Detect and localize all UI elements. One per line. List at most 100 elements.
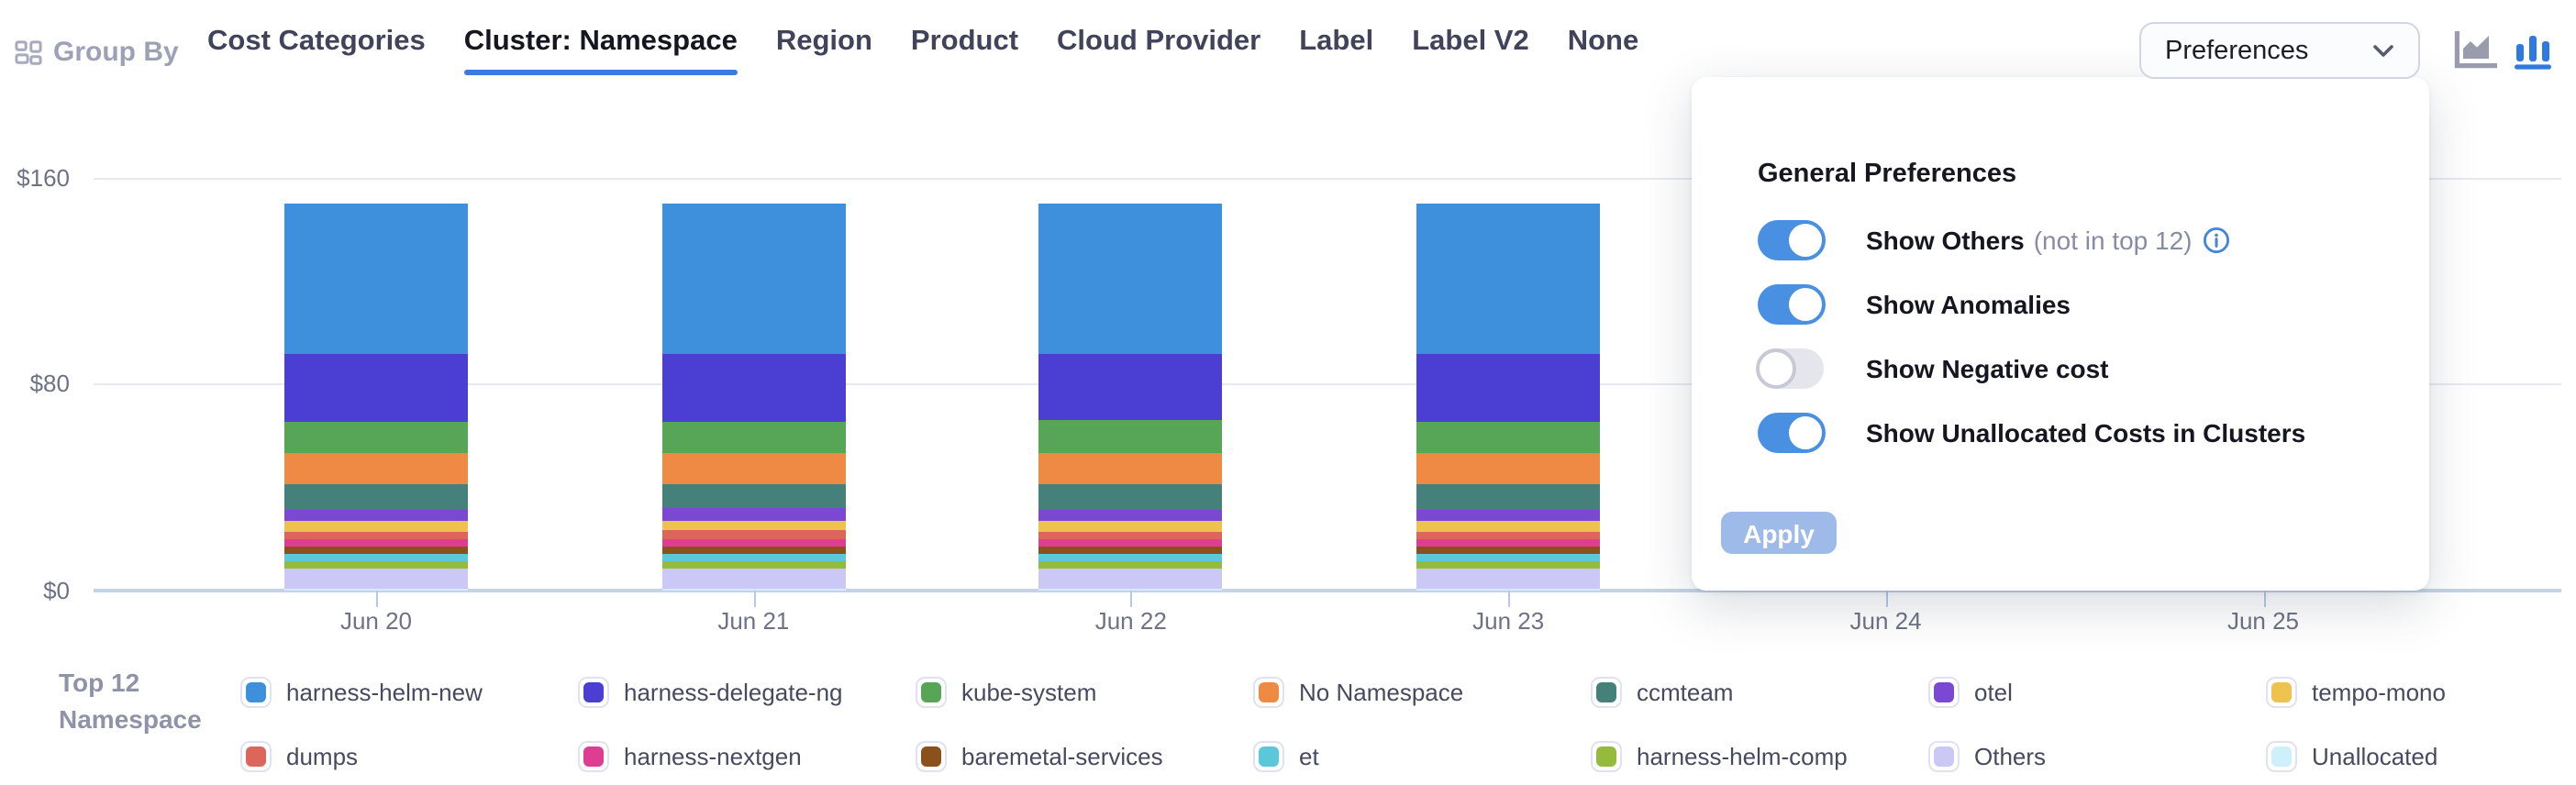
bar-segment-harness-nextgen[interactable] [284,539,468,547]
tab-region[interactable]: Region [775,26,872,57]
legend-item-otel[interactable]: otel [1928,675,2013,708]
bar-segment-et[interactable] [1416,553,1601,562]
bar-segment-otel[interactable] [1038,509,1223,521]
bar-jun-22[interactable] [1038,203,1223,589]
bar-segment-et[interactable] [1038,553,1223,562]
bar-segment-et[interactable] [284,553,468,562]
legend-swatch-et [1253,740,1284,771]
bar-segment-harness-helm-comp[interactable] [1038,561,1223,569]
bar-segment-ccmteam[interactable] [284,484,468,510]
legend-item-et[interactable]: et [1253,739,1319,772]
bar-segment-harness-nextgen[interactable] [661,539,846,547]
bar-segment-otel[interactable] [661,508,846,520]
bar-segment-dumps[interactable] [1038,531,1223,540]
bar-segment-no-namespace[interactable] [1416,453,1601,485]
tab-label-v2[interactable]: Label V2 [1412,26,1529,57]
y-axis-label-80: $80 [29,370,70,398]
bar-segment-harness-delegate-ng[interactable] [1416,354,1601,422]
bar-segment-otel[interactable] [284,509,468,521]
bar-segment-kube-system[interactable] [284,421,468,454]
tab-product[interactable]: Product [910,26,1019,57]
bar-segment-dumps[interactable] [1416,531,1601,540]
legend-item-harness-delegate-ng[interactable]: harness-delegate-ng [578,675,843,708]
toggle-show-unallocated-costs-in-clusters[interactable] [1758,413,1826,453]
bar-segment-no-namespace[interactable] [284,453,468,485]
toggle-label: Show Others [1866,226,2025,255]
bar-jun-20[interactable] [284,204,468,589]
legend-item-harness-nextgen[interactable]: harness-nextgen [578,739,802,772]
tab-cost-categories[interactable]: Cost Categories [207,26,426,57]
bar-segment-unallocated[interactable] [1416,588,1601,589]
bar-segment-others[interactable] [284,569,468,588]
bar-segment-et[interactable] [661,553,846,562]
bar-segment-dumps[interactable] [661,530,846,540]
bar-segment-otel[interactable] [1416,509,1601,521]
legend-item-ccmteam[interactable]: ccmteam [1591,675,1733,708]
bar-segment-no-namespace[interactable] [1038,453,1223,485]
tab-cluster-namespace[interactable]: Cluster: Namespace [463,26,738,75]
bar-segment-harness-delegate-ng[interactable] [1038,354,1223,421]
toggle-show-others[interactable] [1758,220,1826,260]
bar-segment-tempo-mono[interactable] [661,520,846,531]
bar-segment-harness-helm-comp[interactable] [284,561,468,569]
bar-segment-ccmteam[interactable] [661,483,846,509]
legend-title: Top 12 Namespace [59,668,202,734]
legend-item-no-namespace[interactable]: No Namespace [1253,675,1463,708]
bar-segment-ccmteam[interactable] [1416,484,1601,510]
bar-segment-kube-system[interactable] [1416,421,1601,454]
toggle-knob [1756,348,1796,389]
tab-label[interactable]: Label [1299,26,1374,57]
bar-segment-others[interactable] [661,569,846,588]
toggle-show-anomalies[interactable] [1758,284,1826,325]
bar-segment-harness-delegate-ng[interactable] [661,353,846,422]
legend-item-tempo-mono[interactable]: tempo-mono [2266,675,2446,708]
legend-swatch-unallocated [2266,740,2297,771]
bar-segment-others[interactable] [1416,569,1601,588]
bar-segment-harness-helm-new[interactable] [1416,204,1601,355]
toggle-show-negative-cost[interactable] [1756,348,1824,389]
bar-segment-unallocated[interactable] [661,588,846,589]
bar-segment-harness-delegate-ng[interactable] [284,354,468,422]
tab-cloud-provider[interactable]: Cloud Provider [1057,26,1261,57]
bar-segment-unallocated[interactable] [284,588,468,589]
legend-item-baremetal-services[interactable]: baremetal-services [916,739,1163,772]
bar-segment-ccmteam[interactable] [1038,484,1223,510]
bar-segment-harness-helm-new[interactable] [661,204,846,354]
bar-segment-baremetal-services[interactable] [1038,546,1223,554]
bar-segment-tempo-mono[interactable] [1416,520,1601,532]
legend-item-harness-helm-comp[interactable]: harness-helm-comp [1591,739,1848,772]
bar-segment-no-namespace[interactable] [661,453,846,484]
legend-item-others[interactable]: Others [1928,739,2046,772]
bar-segment-baremetal-services[interactable] [661,546,846,554]
bar-segment-harness-helm-new[interactable] [1038,203,1223,355]
bar-segment-harness-helm-new[interactable] [284,204,468,355]
bar-segment-harness-nextgen[interactable] [1416,539,1601,547]
bar-segment-kube-system[interactable] [1038,420,1223,454]
legend-item-dumps[interactable]: dumps [240,739,358,772]
bar-jun-21[interactable] [661,204,846,589]
bar-segment-baremetal-services[interactable] [1416,546,1601,554]
bar-segment-dumps[interactable] [284,531,468,540]
bar-chart-icon[interactable] [2514,31,2552,70]
bar-segment-harness-helm-comp[interactable] [1416,561,1601,569]
bar-segment-unallocated[interactable] [1038,588,1223,589]
legend-label: Unallocated [2312,742,2438,769]
legend-swatch-otel [1928,676,1960,707]
bar-segment-baremetal-services[interactable] [284,546,468,554]
tab-none[interactable]: None [1567,26,1639,57]
legend-label: et [1299,742,1319,769]
apply-button[interactable]: Apply [1721,512,1837,554]
info-icon[interactable] [2202,226,2231,255]
area-chart-icon[interactable] [2453,31,2497,70]
bar-jun-23[interactable] [1416,204,1601,589]
legend-item-unallocated[interactable]: Unallocated [2266,739,2437,772]
bar-segment-tempo-mono[interactable] [284,520,468,532]
bar-segment-harness-helm-comp[interactable] [661,561,846,569]
legend-item-kube-system[interactable]: kube-system [916,675,1096,708]
bar-segment-others[interactable] [1038,569,1223,588]
preferences-dropdown-button[interactable]: Preferences [2139,22,2420,79]
bar-segment-harness-nextgen[interactable] [1038,539,1223,547]
bar-segment-kube-system[interactable] [661,421,846,454]
legend-item-harness-helm-new[interactable]: harness-helm-new [240,675,483,708]
bar-segment-tempo-mono[interactable] [1038,520,1223,532]
